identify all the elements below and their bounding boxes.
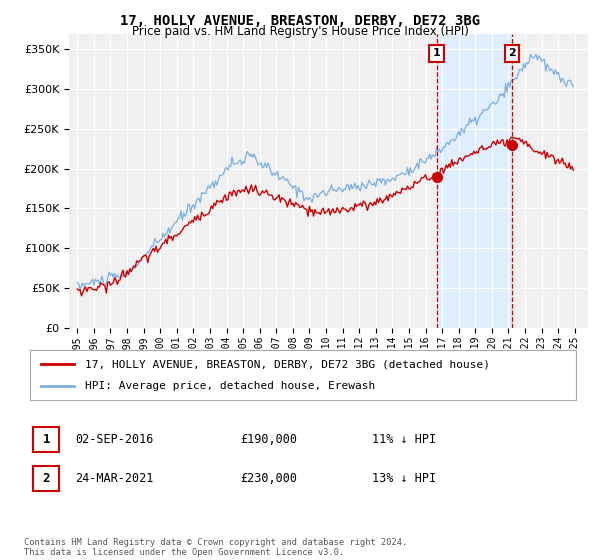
- Text: HPI: Average price, detached house, Erewash: HPI: Average price, detached house, Erew…: [85, 381, 375, 391]
- Text: 13% ↓ HPI: 13% ↓ HPI: [372, 472, 436, 486]
- Text: 1: 1: [433, 49, 440, 58]
- Text: 24-MAR-2021: 24-MAR-2021: [75, 472, 154, 486]
- Text: 17, HOLLY AVENUE, BREASTON, DERBY, DE72 3BG: 17, HOLLY AVENUE, BREASTON, DERBY, DE72 …: [120, 14, 480, 28]
- Text: 1: 1: [43, 433, 50, 446]
- Text: 17, HOLLY AVENUE, BREASTON, DERBY, DE72 3BG (detached house): 17, HOLLY AVENUE, BREASTON, DERBY, DE72 …: [85, 359, 490, 369]
- Text: £230,000: £230,000: [240, 472, 297, 486]
- Bar: [437, 34, 512, 328]
- Text: 11% ↓ HPI: 11% ↓ HPI: [372, 433, 436, 446]
- Text: 02-SEP-2016: 02-SEP-2016: [75, 433, 154, 446]
- Text: 2: 2: [508, 49, 516, 58]
- Text: Price paid vs. HM Land Registry's House Price Index (HPI): Price paid vs. HM Land Registry's House …: [131, 25, 469, 38]
- Text: £190,000: £190,000: [240, 433, 297, 446]
- Text: 2: 2: [43, 472, 50, 486]
- Text: Contains HM Land Registry data © Crown copyright and database right 2024.
This d: Contains HM Land Registry data © Crown c…: [24, 538, 407, 557]
